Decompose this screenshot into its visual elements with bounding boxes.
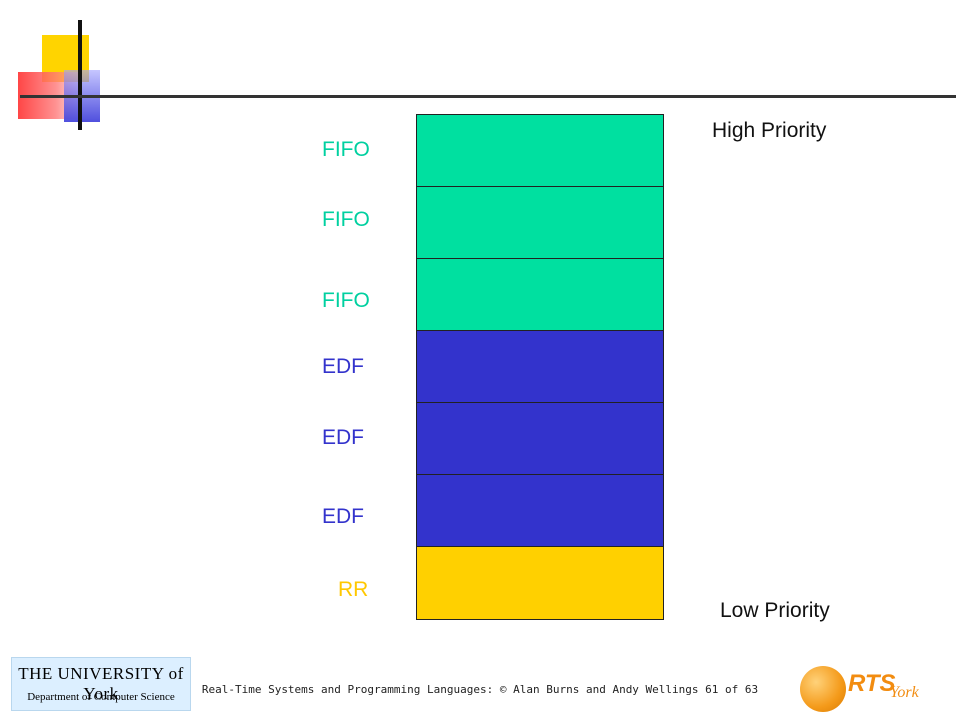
rts-logo-text: RTS — [848, 670, 896, 697]
level-band — [416, 330, 664, 403]
university-name: THE UNIVERSITY of York — [18, 664, 184, 703]
level-label-edf: EDF — [322, 426, 364, 449]
level-label-rr: RR — [338, 578, 369, 601]
level-label-fifo: FIFO — [322, 208, 370, 231]
rts-logo-york: York — [890, 684, 919, 701]
footer-citation: Real-Time Systems and Programming Langua… — [201, 683, 759, 696]
low-priority-label: Low Priority — [720, 599, 830, 622]
level-band — [416, 114, 664, 187]
level-band — [416, 258, 664, 331]
university-logo: THE UNIVERSITY of York Department of Com… — [11, 657, 191, 711]
level-label-edf: EDF — [322, 505, 364, 528]
level-label-fifo: FIFO — [322, 289, 370, 312]
level-label-fifo: FIFO — [322, 138, 370, 161]
decor-horizontal-line — [20, 95, 956, 98]
level-band — [416, 186, 664, 259]
rts-york-logo: RTS York — [800, 662, 920, 714]
level-label-edf: EDF — [322, 355, 364, 378]
globe-icon — [800, 666, 846, 712]
department-name: Department of Computer Science — [27, 691, 175, 703]
level-band — [416, 546, 664, 620]
decor-vertical-line — [78, 20, 82, 130]
high-priority-label: High Priority — [712, 119, 827, 142]
level-band — [416, 402, 664, 475]
level-band — [416, 474, 664, 547]
